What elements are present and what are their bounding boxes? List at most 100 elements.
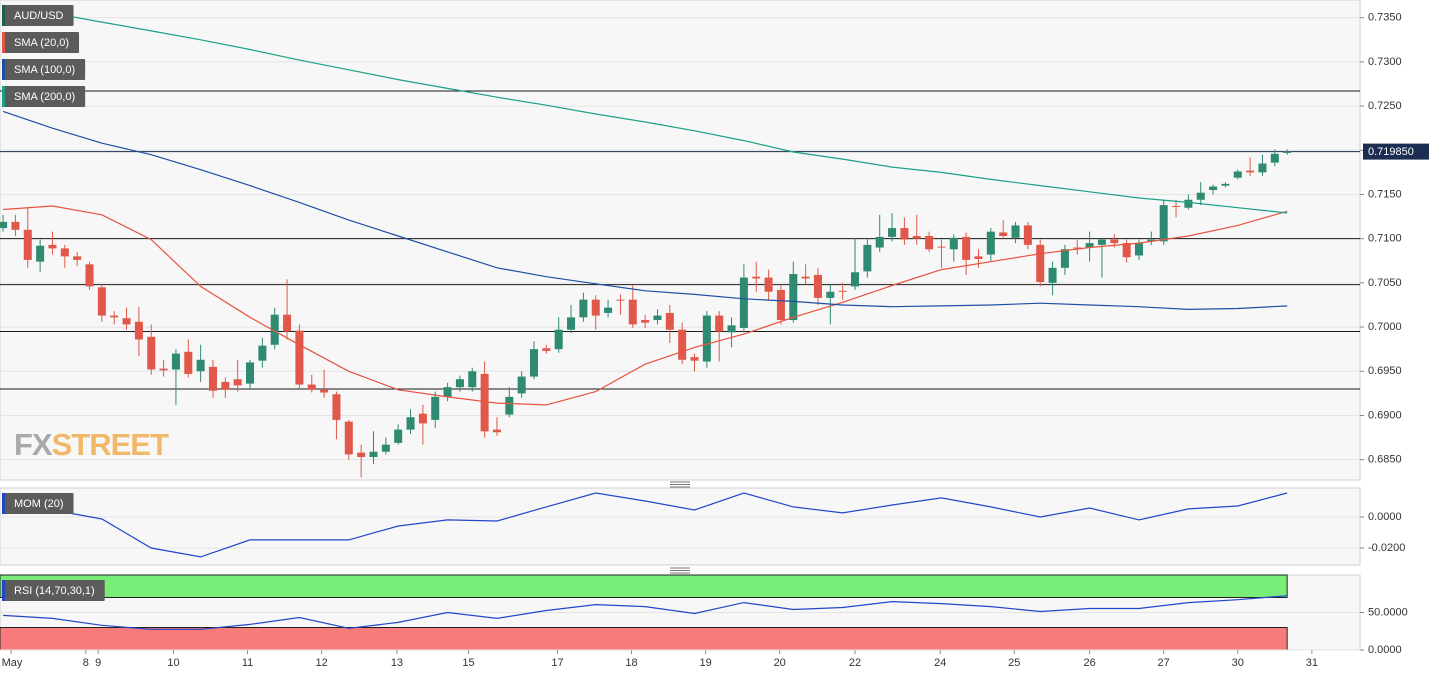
candle-body	[1172, 205, 1181, 207]
panel-background	[0, 487, 1361, 566]
candle-body	[184, 351, 193, 374]
candle-body	[1159, 205, 1168, 242]
candle-body	[1147, 239, 1156, 242]
candle-body	[97, 287, 106, 316]
candle-body	[246, 362, 255, 384]
series-line	[3, 492, 1288, 558]
y-tick-label: 50.0000	[1368, 606, 1408, 618]
candle-body	[369, 451, 378, 458]
candle-body	[690, 357, 699, 361]
candle-body	[258, 345, 267, 361]
watermark: FXSTREET	[14, 427, 169, 462]
x-tick-label: 26	[1083, 657, 1095, 669]
y-tick-label: 0.7000	[1368, 321, 1402, 333]
y-tick-label: 0.0000	[1368, 511, 1402, 523]
candle-body	[1209, 186, 1218, 191]
y-tick-label: 0.6850	[1368, 454, 1402, 466]
candle-body	[36, 245, 45, 262]
x-tick-label: 31	[1306, 657, 1318, 669]
legend-swatch	[2, 59, 5, 80]
candle-body	[233, 379, 242, 386]
candle-body	[455, 379, 464, 388]
candle-body	[739, 277, 748, 328]
candle-body	[1283, 151, 1292, 153]
legend-swatch	[2, 5, 5, 26]
x-tick-label: 22	[849, 657, 861, 669]
legend-box	[2, 86, 86, 107]
candle-body	[591, 299, 600, 316]
candle-body	[542, 348, 551, 351]
candle-body	[1258, 163, 1267, 173]
candle-body	[702, 315, 711, 362]
x-tick-label: 11	[242, 657, 253, 669]
candle-body	[813, 274, 822, 298]
candle-body	[320, 389, 329, 393]
y-tick-label: 0.0000	[1368, 644, 1402, 656]
candle-body	[752, 276, 761, 279]
x-tick-label: 24	[934, 657, 946, 669]
candle-body	[270, 314, 279, 345]
y-tick-label: 0.7350	[1368, 12, 1402, 24]
candle-body	[999, 232, 1008, 237]
candle-body	[1023, 225, 1032, 245]
candle-body	[1036, 244, 1045, 282]
candle-body	[60, 248, 69, 257]
x-tick-label: 27	[1158, 657, 1170, 669]
candle-body	[1134, 243, 1144, 256]
candle-body	[1122, 243, 1131, 258]
legend-box	[2, 580, 105, 601]
candle-body	[1196, 192, 1205, 200]
candle-body	[789, 274, 798, 320]
candle-body	[838, 290, 847, 292]
candle-body	[678, 329, 687, 360]
candle-body	[665, 312, 674, 330]
candle-body	[1110, 239, 1119, 244]
candle-body	[196, 359, 205, 372]
x-tick-label: 20	[774, 657, 786, 669]
x-tick-label: 13	[391, 657, 403, 669]
candle-body	[1270, 153, 1279, 163]
candle-body	[1221, 183, 1230, 186]
candle-body	[0, 221, 8, 229]
candle-body	[295, 330, 304, 385]
candle-body	[11, 221, 20, 230]
candle-body	[641, 320, 650, 323]
last-price-box	[1363, 143, 1429, 160]
candle-body	[900, 228, 909, 240]
legend-label: AUD/USD	[14, 10, 64, 22]
x-tick-label: 17	[551, 657, 563, 669]
candle-body	[776, 289, 785, 320]
candle-body	[110, 315, 119, 318]
candle-body	[628, 299, 637, 325]
candle-body	[1048, 267, 1057, 283]
x-tick-label: 9	[95, 657, 101, 669]
candle-body	[443, 387, 452, 397]
candle-body	[863, 244, 872, 272]
legend-box	[2, 59, 86, 80]
band	[0, 574, 1288, 598]
x-tick-label: 12	[316, 657, 328, 669]
candle-body	[406, 417, 415, 430]
candle-body	[1097, 239, 1106, 245]
candle-body	[937, 246, 946, 248]
watermark-fx: FX	[14, 427, 53, 462]
y-tick-label: 0.7250	[1368, 100, 1402, 112]
candle-body	[332, 394, 341, 420]
candle-body	[653, 315, 662, 320]
candle-body	[147, 336, 156, 370]
x-tick-label: 25	[1008, 657, 1020, 669]
candle-body	[134, 321, 143, 340]
candle-body	[801, 276, 810, 279]
series-line	[2, 110, 1288, 311]
candle-body	[344, 421, 353, 455]
candle-body	[554, 329, 563, 350]
legend-label: MOM (20)	[14, 498, 64, 510]
candle-body	[431, 396, 440, 420]
candle-body	[468, 371, 477, 388]
candle-body	[208, 366, 217, 391]
candle-body	[480, 373, 489, 432]
candle-body	[1085, 243, 1094, 248]
candle-body	[1073, 247, 1082, 249]
